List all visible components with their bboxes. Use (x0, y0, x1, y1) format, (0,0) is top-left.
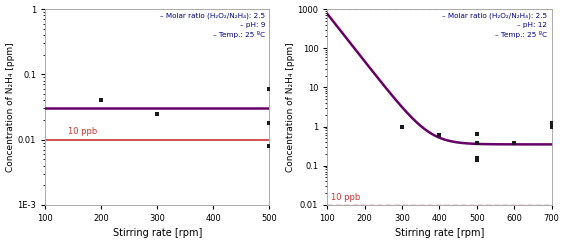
Point (398, 125, 407, 129)
Point (265, 87, 274, 91)
Point (547, 124, 556, 128)
Point (435, 133, 444, 137)
Point (472, 156, 481, 160)
X-axis label: Stirring rate [rpm]: Stirring rate [rpm] (395, 228, 484, 238)
Y-axis label: Concentration of N₂H₄ [ppm]: Concentration of N₂H₄ [ppm] (285, 42, 294, 172)
Text: – Molar ratio (H₂O₂/N₂H₄): 2.5
– pH: 9
– Temp.: 25 ºC: – Molar ratio (H₂O₂/N₂H₄): 2.5 – pH: 9 –… (160, 13, 265, 38)
Text: 10 ppb: 10 ppb (68, 127, 97, 136)
Point (153, 112, 162, 116)
Point (510, 141, 519, 145)
Point (472, 158, 481, 162)
Point (472, 132, 481, 136)
Point (547, 125, 556, 129)
Point (265, 144, 274, 148)
Text: – Molar ratio (H₂O₂/N₂H₄): 2.5
– pH: 12
– Temp.: 25 ºC: – Molar ratio (H₂O₂/N₂H₄): 2.5 – pH: 12 … (442, 13, 547, 38)
Y-axis label: Concentration of N₂H₄ [ppm]: Concentration of N₂H₄ [ppm] (6, 42, 15, 172)
Point (472, 141, 481, 145)
Point (97, 98, 106, 102)
Text: 10 ppb: 10 ppb (331, 193, 360, 202)
Point (547, 122, 556, 125)
X-axis label: Stirring rate [rpm]: Stirring rate [rpm] (112, 228, 202, 238)
Point (265, 121, 274, 125)
